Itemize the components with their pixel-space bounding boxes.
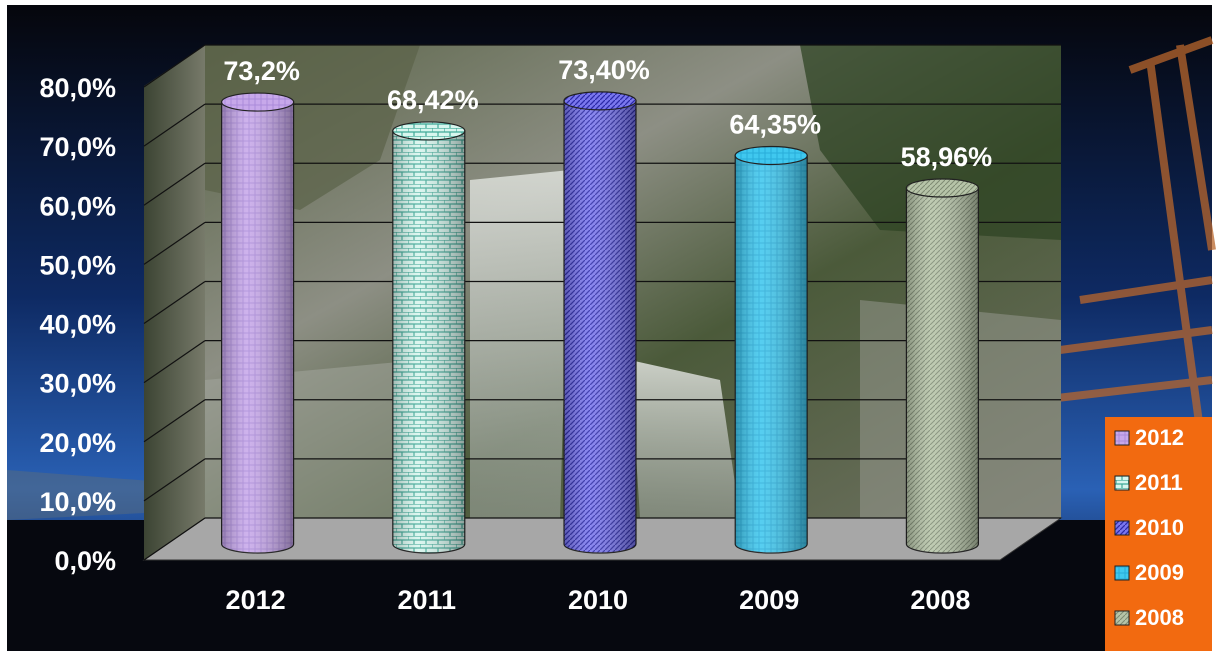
y-tick-label: 10,0% xyxy=(39,487,116,517)
bar-shading xyxy=(221,102,294,554)
gridline-side xyxy=(143,340,206,384)
x-tick-label: 2012 xyxy=(226,585,286,615)
y-tick-label: 30,0% xyxy=(39,369,116,399)
bars: 73,2% 68,42% 73,40% 64,35% 58,96% xyxy=(221,55,993,554)
data-label: 73,40% xyxy=(558,55,650,85)
y-tick-label: 50,0% xyxy=(39,250,116,280)
bar-shading xyxy=(392,130,465,553)
legend-swatch xyxy=(1114,430,1130,446)
legend-swatch xyxy=(1114,520,1130,536)
legend-label: 2009 xyxy=(1135,560,1184,585)
bar-shading xyxy=(906,188,979,554)
x-tick-label: 2011 xyxy=(398,585,457,615)
legend-swatch xyxy=(1114,610,1130,626)
legend-item-2009: 2009 xyxy=(1114,560,1184,585)
bar-2008: 58,96% xyxy=(901,142,993,554)
gridline-side xyxy=(143,281,206,324)
bar-shading xyxy=(564,100,636,553)
legend-item-2010: 2010 xyxy=(1114,515,1184,540)
gridline-side xyxy=(143,103,206,147)
bar-top xyxy=(563,91,637,111)
x-axis-tick-labels: 2012 2011 2010 2009 2008 xyxy=(226,585,971,615)
y-tick-label: 0,0% xyxy=(54,546,116,576)
bar-2012: 73,2% xyxy=(221,56,300,554)
x-tick-label: 2010 xyxy=(568,585,628,615)
legend-item-2008: 2008 xyxy=(1114,605,1184,630)
y-tick-label: 60,0% xyxy=(39,191,116,221)
bar-2011: 68,42% xyxy=(387,85,479,554)
y-tick-label: 40,0% xyxy=(39,310,116,340)
data-label: 68,42% xyxy=(387,85,479,115)
bar-2009: 64,35% xyxy=(729,109,821,554)
y-axis-tick-labels: 0,0% 10,0% 20,0% 30,0% 40,0% 50,0% 60,0% 70,0% 8… xyxy=(39,73,116,576)
legend: 2012 2011 2010 2009 2008 xyxy=(1114,425,1184,630)
data-label: 64,35% xyxy=(729,109,821,139)
background-roof-beams xyxy=(1039,36,1216,431)
gridline-side xyxy=(143,44,206,88)
y-tick-label: 20,0% xyxy=(39,428,116,458)
gridline-side xyxy=(143,458,206,502)
x-tick-label: 2009 xyxy=(739,585,799,615)
legend-label: 2012 xyxy=(1135,425,1184,450)
bar-top xyxy=(734,145,808,166)
data-label: 73,2% xyxy=(223,56,300,86)
bar-top xyxy=(392,121,466,141)
gridline-side xyxy=(143,517,206,561)
bar-top xyxy=(905,178,980,198)
y-tick-label: 70,0% xyxy=(39,132,116,162)
legend-swatch xyxy=(1114,565,1130,581)
x-tick-label: 2008 xyxy=(910,585,970,615)
legend-label: 2008 xyxy=(1135,605,1184,630)
y-tick-label: 80,0% xyxy=(39,73,116,103)
data-label: 58,96% xyxy=(901,142,993,172)
legend-label: 2011 xyxy=(1135,470,1183,495)
legend-label: 2010 xyxy=(1135,515,1184,540)
legend-swatch xyxy=(1114,475,1130,491)
bar-shading xyxy=(735,155,808,553)
legend-item-2012: 2012 xyxy=(1114,425,1184,450)
gridline-side xyxy=(143,162,206,206)
gridline-side xyxy=(143,221,206,265)
legend-item-2011: 2011 xyxy=(1114,470,1183,495)
bar-2010: 73,40% xyxy=(558,55,650,554)
gridline-side xyxy=(143,399,206,443)
bar-top xyxy=(221,92,295,112)
